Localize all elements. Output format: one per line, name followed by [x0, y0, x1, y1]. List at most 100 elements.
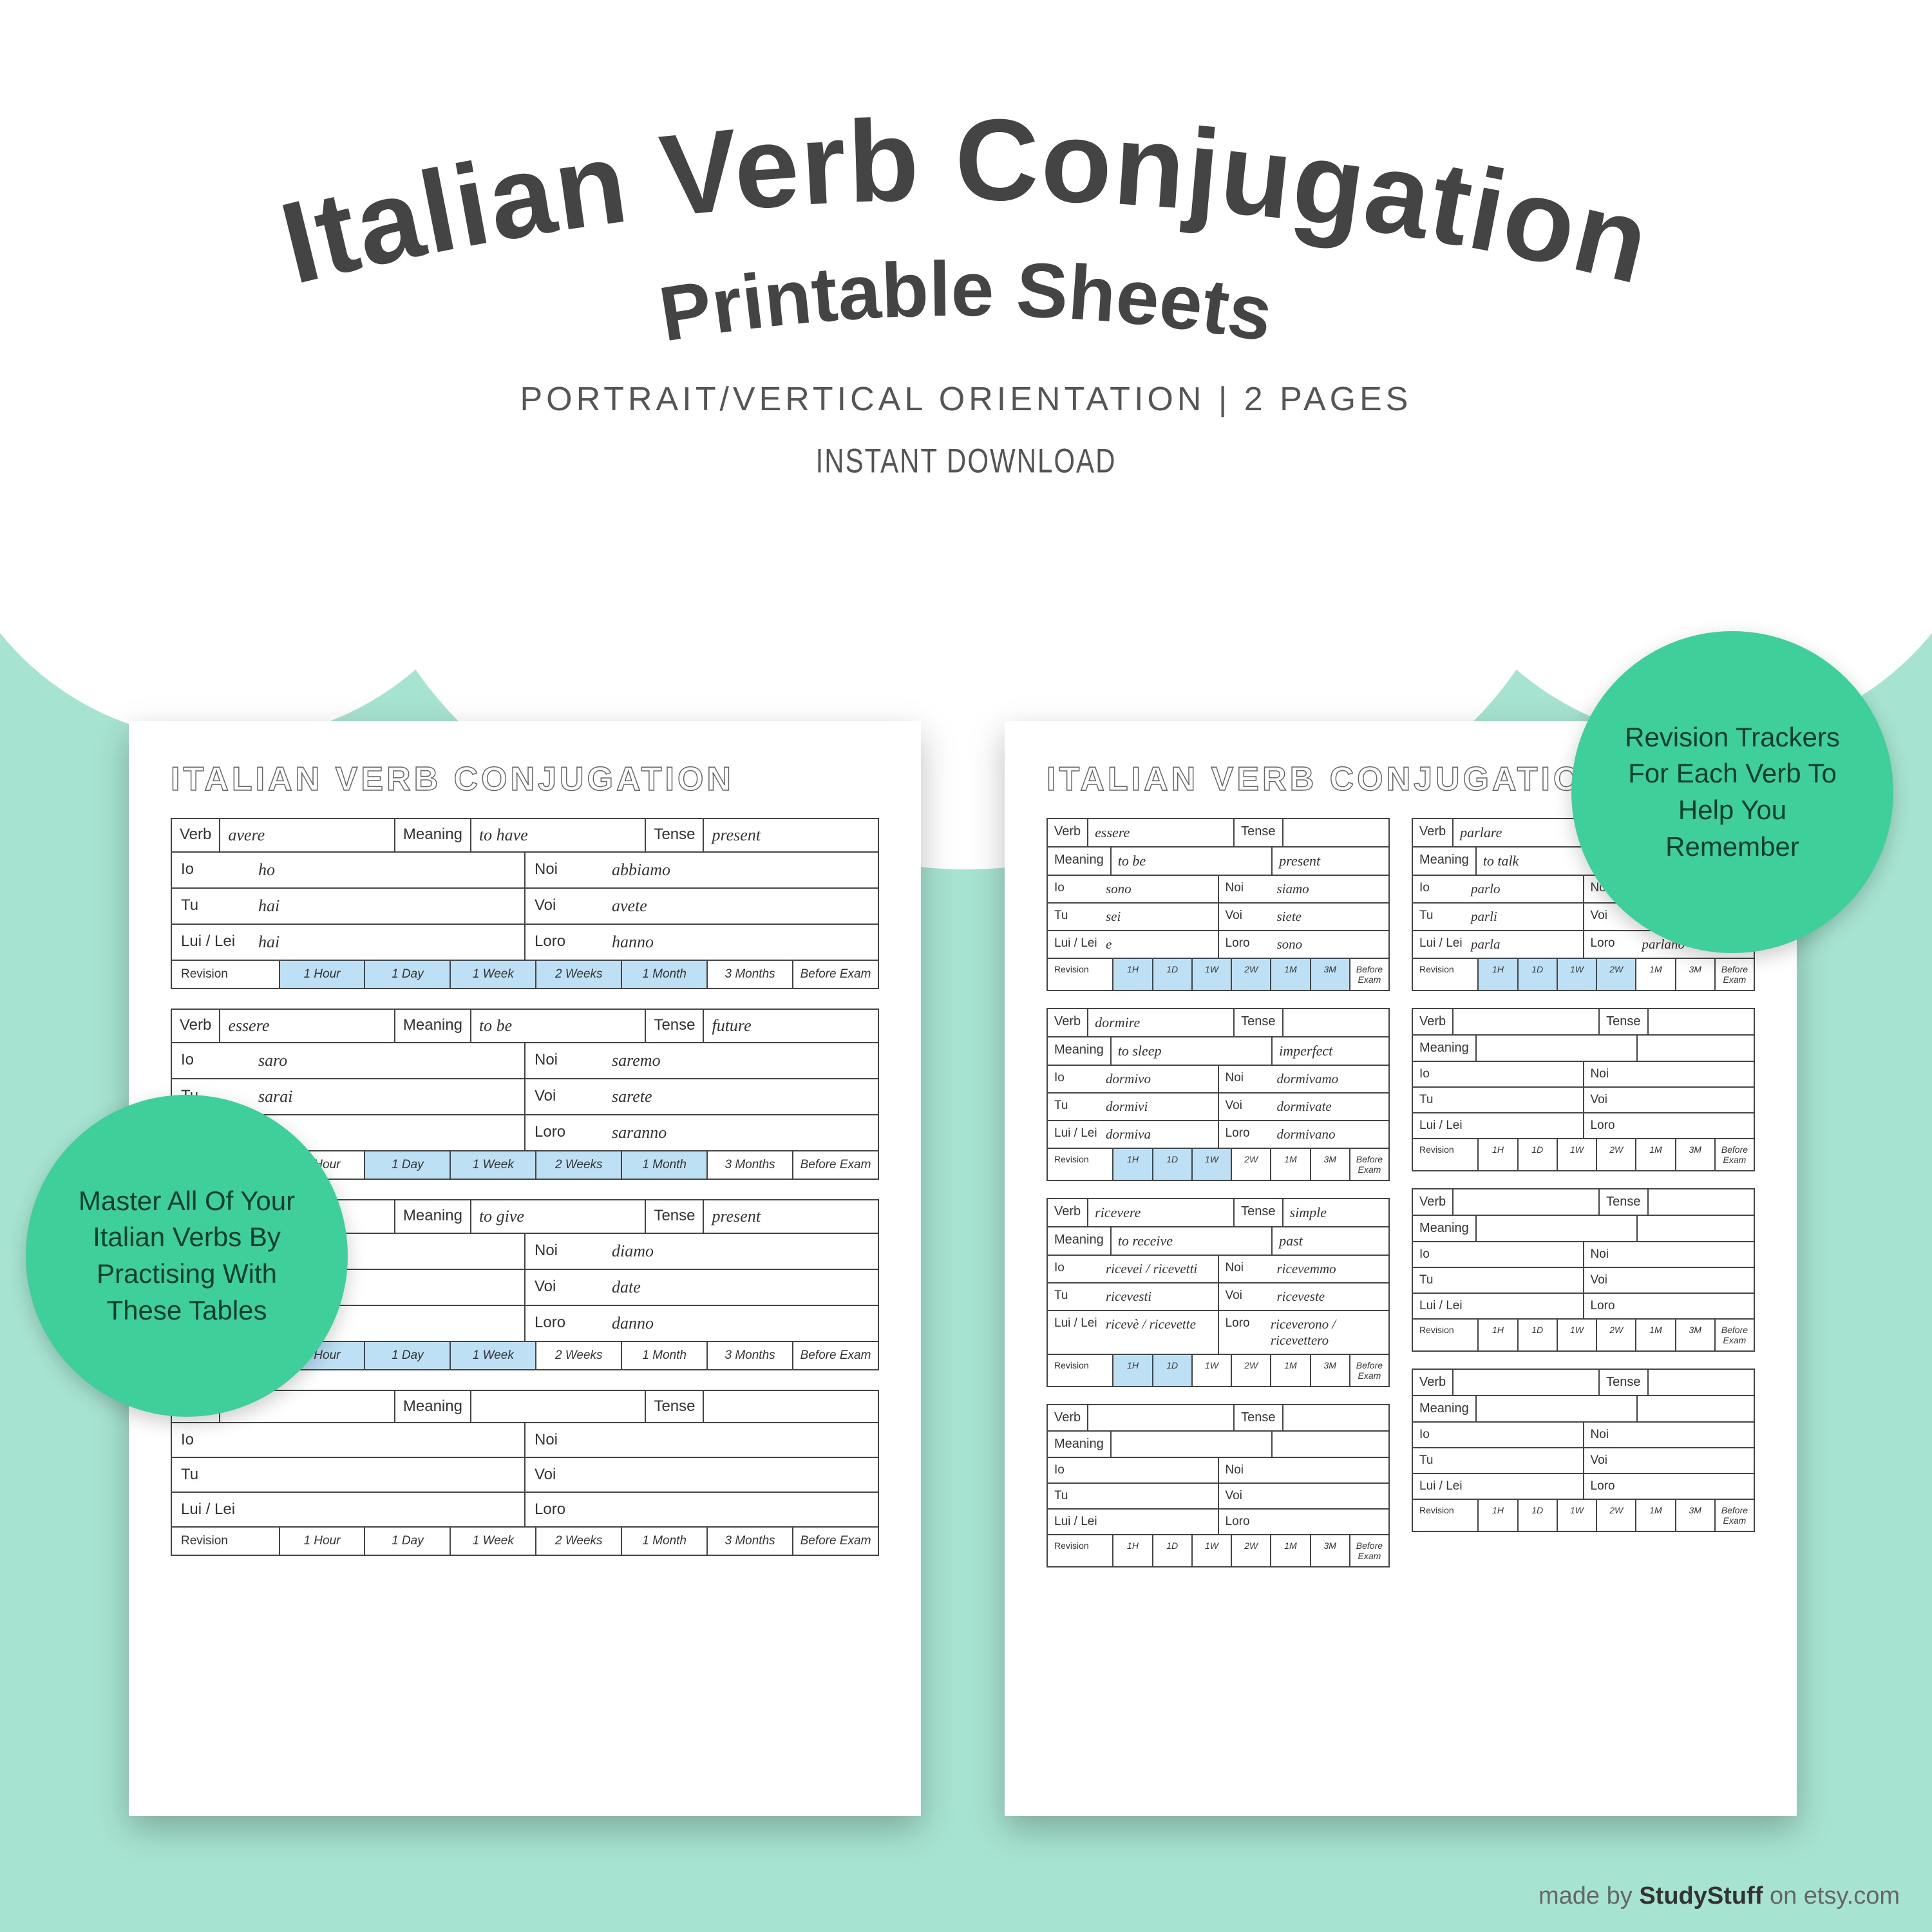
revision-cell: 1D [1153, 959, 1193, 990]
meaning-value: to receive [1112, 1227, 1273, 1255]
revision-cell: 3 Months [708, 1528, 793, 1555]
conjugation: e [1106, 936, 1112, 952]
revision-label: Revision [1048, 1149, 1113, 1180]
pronoun: Voi [535, 1278, 612, 1297]
pronoun: Noi [535, 1242, 612, 1261]
verb-label: Verb [1413, 1189, 1454, 1215]
pronoun: Loro [535, 1501, 612, 1519]
revision-cell: 1M [1271, 959, 1311, 990]
verb-label: Verb [1048, 819, 1088, 846]
tense-value: future [704, 1010, 878, 1042]
pronoun: Loro [535, 1123, 612, 1142]
revision-cell: 1H [1113, 1355, 1153, 1386]
credit-author: StudyStuff [1639, 1882, 1763, 1909]
tense-value-2: imperfect [1273, 1037, 1388, 1065]
pronoun: Lui / Lei [1419, 1299, 1471, 1313]
meaning-label: Meaning [1413, 1396, 1477, 1421]
tense-label: Tense [1235, 1199, 1283, 1226]
revision-cell: 1W [1558, 1320, 1597, 1350]
pronoun: Io [1054, 1463, 1106, 1477]
revision-label: Revision [1413, 1500, 1479, 1531]
pronoun: Tu [1054, 1489, 1106, 1503]
verb-label: Verb [1048, 1009, 1088, 1036]
revision-cell: 2W [1597, 1139, 1636, 1170]
revision-cell: 2W [1232, 1535, 1271, 1566]
revision-cell: 1D [1153, 1355, 1193, 1386]
conjugation: parlo [1471, 881, 1501, 897]
callout-bubble-practice: Master All Of Your Italian Verbs By Prac… [26, 1095, 348, 1417]
verb-label: Verb [172, 1010, 220, 1042]
header: Italian Verb Conjugation Printable Sheet… [0, 0, 1932, 477]
revision-cell: 1 Day [365, 1528, 451, 1555]
conjugation: dormivano [1277, 1126, 1336, 1142]
conjugation: siamo [1277, 881, 1309, 897]
pronoun: Loro [1226, 1316, 1271, 1349]
revision-cell: 1 Day [365, 1342, 451, 1369]
meaning-label: Meaning [395, 1391, 471, 1422]
tense-value: present [704, 819, 878, 851]
revision-tracker: Revision 1H1D1W2W1M3MBefore Exam [1048, 1355, 1388, 1386]
tense-value [1283, 1009, 1388, 1036]
conjugation: date [612, 1278, 641, 1297]
revision-tracker: Revision 1 Hour1 Day1 Week2 Weeks1 Month… [172, 961, 878, 988]
conjugation: riceverono / ricevettero [1271, 1316, 1382, 1349]
revision-cell: 2W [1597, 959, 1636, 990]
pronoun: Loro [1226, 936, 1277, 952]
meaning-value: to sleep [1112, 1037, 1273, 1065]
pronoun: Loro [1591, 1299, 1642, 1313]
conjugation: ricevemmo [1277, 1261, 1336, 1277]
revision-tracker: Revision 1H1D1W2W1M3MBefore Exam [1413, 1500, 1754, 1531]
revision-cell: 3 Months [708, 1151, 793, 1179]
meaning-value: to be [471, 1010, 647, 1042]
conjugation: saranno [612, 1123, 667, 1142]
revision-cell: Before Exam [1350, 959, 1388, 990]
pronoun: Lui / Lei [1419, 1119, 1471, 1133]
revision-cell: 1H [1479, 1320, 1518, 1350]
revision-cell: 3M [1676, 959, 1716, 990]
pronoun: Io [1054, 1261, 1106, 1277]
pronoun: Tu [1054, 1099, 1106, 1115]
revision-cell: 2 Weeks [536, 1528, 622, 1555]
revision-cell: 2 Weeks [536, 961, 622, 988]
pronoun: Tu [1419, 1093, 1471, 1107]
pronoun: Io [1419, 1247, 1471, 1262]
tense-value-2 [1638, 1036, 1754, 1061]
revision-cell: 3M [1676, 1139, 1716, 1170]
tense-value-2: past [1273, 1227, 1388, 1255]
revision-label: Revision [172, 1528, 280, 1555]
pronoun: Tu [181, 896, 258, 916]
meaning-label: Meaning [1413, 848, 1477, 875]
revision-cell: 1W [1558, 1139, 1597, 1170]
meaning-label: Meaning [1048, 1037, 1112, 1065]
conjugation: hanno [612, 933, 654, 952]
conjugation: ricevè / ricevette [1106, 1316, 1196, 1349]
pronoun: Loro [1591, 1119, 1642, 1133]
conjugation: dormivamo [1277, 1071, 1339, 1087]
revision-cell: 1D [1519, 1320, 1558, 1350]
revision-cell: 1H [1479, 959, 1518, 990]
pronoun: Voi [1226, 1099, 1277, 1115]
credit-pre: made by [1539, 1882, 1639, 1909]
tense-label: Tense [1600, 1009, 1648, 1034]
pronoun: Noi [535, 1431, 612, 1449]
revision-cell: 1W [1193, 1355, 1232, 1386]
tense-label: Tense [1235, 819, 1283, 846]
revision-cell: 1W [1193, 1149, 1232, 1180]
verb-block-compact: Verb Tense Meaning Io Noi Tu Voi Lui / L… [1412, 1368, 1755, 1532]
pronoun: Noi [535, 860, 612, 880]
revision-cell: Before Exam [1350, 1535, 1388, 1566]
revision-cell: 1 Week [451, 1342, 536, 1369]
revision-cell: 2W [1597, 1320, 1636, 1350]
meaning-label: Meaning [1413, 1216, 1477, 1241]
verb-label: Verb [1413, 1370, 1454, 1395]
verb-value [1454, 1189, 1600, 1215]
revision-cell: 1W [1193, 1535, 1232, 1566]
pronoun: Io [1419, 881, 1471, 897]
meaning-value [1477, 1396, 1638, 1421]
pronoun: Io [1054, 881, 1106, 897]
pronoun: Loro [1226, 1126, 1277, 1142]
instant-download-badge: INSTANT DOWNLOAD [0, 442, 1932, 480]
revision-cell: 1H [1113, 1535, 1153, 1566]
conjugation: sarete [612, 1087, 652, 1106]
pronoun: Loro [1591, 1479, 1642, 1493]
